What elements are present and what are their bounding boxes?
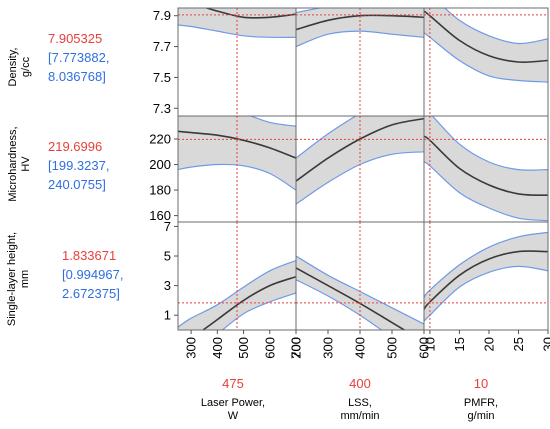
y-tick-label-microhardness: 160 [149,208,171,223]
x-tick-label-lss: 300 [321,337,336,359]
microhardness-prediction: 219.6996 [199.3237, 240.0755] [48,137,109,194]
x-tick-label-lss: 200 [289,337,304,359]
x-tick-label-lss: 600 [417,337,432,359]
density-ci-lower: [7.773882, [48,50,110,65]
cell-height-vs-pmfr [424,222,548,330]
factor-name-pmfr: PMFR, g/min [463,397,499,422]
x-tick-label-lss: 400 [353,337,368,359]
x-tick-label-lss: 500 [385,337,400,359]
y-tick-label-height: 5 [164,249,171,264]
microhardness-predicted-value: 219.6996 [48,139,103,154]
prediction-curve [178,130,296,159]
y-tick-label-density: 7.5 [153,70,171,85]
cell-microhardness-vs-pmfr [424,116,548,222]
lower-confidence-line [178,163,296,191]
confidence-band [424,232,548,322]
y-tick-label-microhardness: 180 [149,183,171,198]
lower-confidence-line [424,161,548,222]
density-prediction: 7.905325 [7.773882, 8.036768] [48,29,109,86]
y-tick-label-density: 7.3 [153,101,171,116]
x-tick-label-laser-power: 600 [262,337,277,359]
height-prediction: 1.833671 [0.994967, 2.672375] [62,246,123,303]
y-tick-label-density: 7.7 [153,39,171,54]
confidence-band [296,256,424,330]
lower-confidence-line [424,265,548,322]
cell-frame [423,221,549,331]
y-tick-label-height: 3 [164,278,171,293]
upper-confidence-line [296,116,357,159]
microhardness-ci-lower: [199.3237, [48,158,110,173]
height-ci-upper: 2.672375] [62,286,120,301]
y-tick-label-height: 1 [164,308,171,323]
upper-confidence-line [424,231,548,298]
prediction-curve [296,14,424,31]
cell-height-vs-laser-power [178,222,296,330]
pmfr-current-value[interactable]: 10 [473,376,489,391]
x-tick-label-pmfr: 10 [422,337,437,351]
factor-name-laser-power: Laser Power, W [200,397,266,422]
factor-name-lss: LSS, mm/min [340,397,380,422]
x-tick-label-pmfr: 25 [511,337,526,351]
confidence-band [424,116,548,221]
y-tick-label-microhardness: 200 [149,157,171,172]
microhardness-ci-upper: 240.0755] [48,177,106,192]
confidence-band [424,8,548,83]
x-tick-label-pmfr: 30 [541,337,550,351]
lower-confidence-line [178,24,296,39]
cell-height-vs-lss [296,222,424,330]
laser-power-current-value[interactable]: 475 [222,376,244,391]
x-tick-label-pmfr: 20 [481,337,496,351]
confidence-band [296,8,424,47]
cell-density-vs-pmfr [424,8,548,116]
x-tick-label-laser-power: 300 [184,337,199,359]
y-tick-label-microhardness: 220 [149,131,171,146]
x-tick-label-laser-power: 700 [289,337,304,359]
upper-confidence-line [249,116,296,127]
x-tick-label-laser-power: 500 [236,337,251,359]
lower-confidence-line [221,292,296,330]
prediction-curve [201,275,296,330]
density-ci-upper: 8.036768] [48,69,106,84]
density-predicted-value: 7.905325 [48,31,103,46]
cell-density-vs-laser-power [178,8,296,116]
upper-confidence-line [443,8,548,45]
x-tick-label-laser-power: 400 [210,337,225,359]
cell-density-vs-lss [296,8,424,116]
x-tick-label-pmfr: 15 [452,337,467,351]
upper-confidence-line [178,259,296,328]
lower-confidence-line [424,32,548,83]
y-tick-label-height: 7 [164,219,171,234]
upper-confidence-line [431,116,548,171]
cell-microhardness-vs-laser-power [178,116,296,222]
confidence-band [178,8,296,38]
lss-current-value[interactable]: 400 [349,376,371,391]
height-predicted-value: 1.833671 [62,248,117,263]
cell-microhardness-vs-lss [296,116,424,222]
height-ci-lower: [0.994967, [62,267,124,282]
lower-confidence-line [296,30,424,48]
y-tick-label-density: 7.9 [153,8,171,23]
